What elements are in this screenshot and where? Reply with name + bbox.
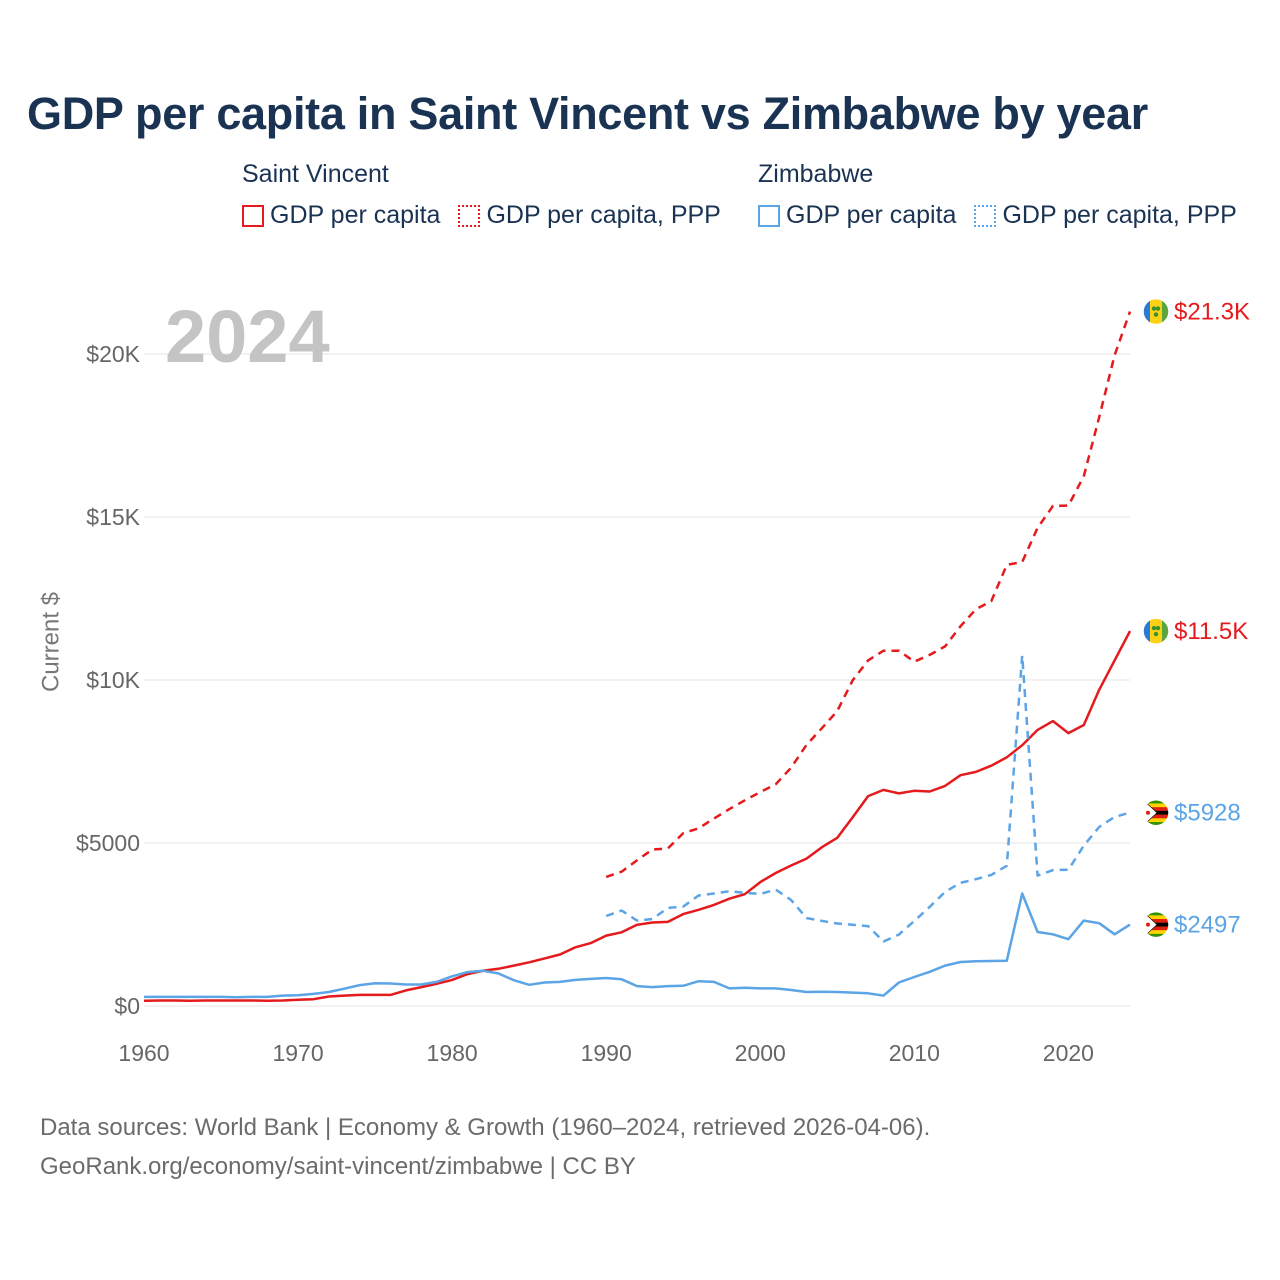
grid-lines [144,353,1130,1007]
legend-item-label: GDP per capita [786,201,957,229]
x-axis-ticks: 1960 1970 1980 1990 2000 2010 2020 [118,1040,1094,1066]
y-tick-label: $20K [86,341,140,367]
end-value-label: $2497 [1174,912,1241,939]
legend-swatch-solid-red [242,204,264,227]
series-lines [143,311,1132,1003]
y-tick-label: $15K [86,504,140,530]
x-tick-label: 1980 [427,1040,478,1066]
end-value-label: $5928 [1174,800,1241,827]
y-axis-ticks: $0 $5000 $10K $15K $20K [76,341,141,1019]
legend-swatch-dotted-blue [974,204,997,227]
x-tick-label: 1990 [581,1040,632,1066]
flag-ring [1142,297,1170,326]
flag-ring [1142,910,1170,939]
series-line-0 [143,630,1132,1003]
series-line-1 [605,311,1132,879]
legend-item-label: GDP per capita, PPP [486,201,721,229]
legend-swatch-dotted-red [458,204,481,227]
zimbabwe-flag-icon [1143,799,1169,826]
legend-group-label: Zimbabwe [758,160,874,188]
chart-title: GDP per capita in Saint Vincent vs Zimba… [27,88,1148,139]
x-tick-label: 2000 [735,1040,786,1066]
legend-item-zw-gdp[interactable]: GDP per capita [758,201,956,230]
sources-line-1: Data sources: World Bank | Economy & Gro… [40,1114,931,1141]
y-tick-label: $5000 [76,830,140,856]
end-value-label: $11.5K [1174,618,1248,645]
sources-line-2[interactable]: GeoRank.org/economy/saint-vincent/zimbab… [40,1153,636,1180]
y-tick-label: $10K [86,667,140,693]
legend-item-label: GDP per capita [270,201,441,229]
series-line-2 [144,892,1131,999]
series-line-3 [605,654,1131,943]
legend-swatch-solid-blue [758,204,780,227]
flag-ring [1142,798,1170,827]
legend-group-label: Saint Vincent [242,160,389,188]
legend-item-sv-gdp-ppp[interactable]: GDP per capita, PPP [458,201,721,230]
saint-vincent-flag-icon [1143,298,1169,325]
y-axis-label: Current $ [37,592,64,692]
zimbabwe-flag-icon [1143,911,1169,938]
legend-group-zimbabwe: Zimbabwe GDP per capita GDP per capita, … [758,160,1255,230]
legend-item-sv-gdp[interactable]: GDP per capita [242,201,440,230]
y-tick-label: $0 [114,993,140,1019]
legend-item-label: GDP per capita, PPP [1002,201,1237,229]
x-tick-label: 2010 [889,1040,940,1066]
x-tick-label: 1970 [272,1040,323,1066]
x-tick-label: 2020 [1043,1040,1094,1066]
end-labels: $21.3K $11.5K $5928 $2497 [1142,297,1250,939]
legend-group-saint-vincent: Saint Vincent GDP per capita GDP per cap… [242,160,739,230]
data-sources: Data sources: World Bank | Economy & Gro… [40,1108,930,1186]
year-watermark: 2024 [165,295,330,378]
flag-ring [1142,617,1170,645]
x-tick-label: 1960 [118,1040,169,1066]
saint-vincent-flag-icon [1143,618,1169,645]
end-value-label: $21.3K [1174,299,1250,326]
legend-item-zw-gdp-ppp[interactable]: GDP per capita, PPP [974,201,1237,230]
